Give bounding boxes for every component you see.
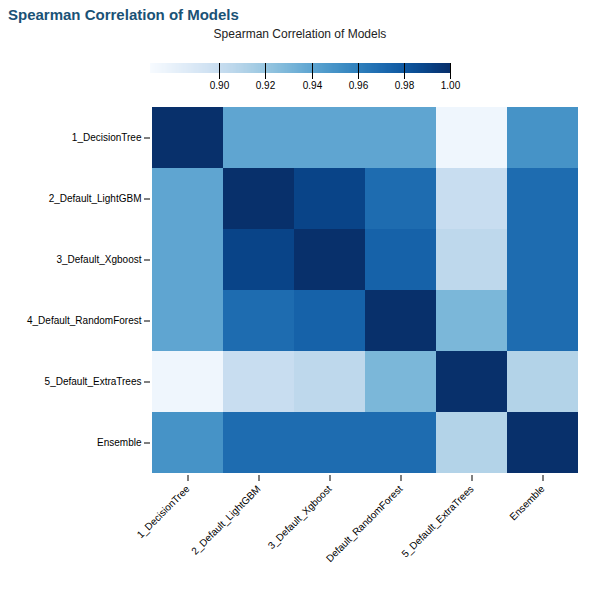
svg-text:Ensemble: Ensemble — [97, 437, 142, 448]
svg-text:0.96: 0.96 — [349, 80, 369, 91]
svg-text:3_Default_Xgboost: 3_Default_Xgboost — [266, 483, 334, 551]
svg-text:0.90: 0.90 — [210, 80, 230, 91]
svg-text:Default_RandomForest: Default_RandomForest — [324, 483, 405, 564]
html-text:Spearman Correlation of Models: Spearman Correlation of Models — [213, 27, 387, 41]
svg-text:5_Default_ExtraTrees: 5_Default_ExtraTrees — [45, 376, 142, 387]
svg-text:2_Default_LightGBM: 2_Default_LightGBM — [49, 193, 142, 204]
svg-text:3_Default_Xgboost: 3_Default_Xgboost — [56, 254, 141, 265]
svg-text:5_Default_ExtraTrees: 5_Default_ExtraTrees — [399, 483, 475, 559]
svg-text:1_DecisionTree: 1_DecisionTree — [135, 483, 192, 540]
html-text:Spearman Correlation of Models: Spearman Correlation of Models — [8, 6, 239, 23]
svg-text:1.00: 1.00 — [441, 80, 461, 91]
svg-text:2_Default_LightGBM: 2_Default_LightGBM — [189, 483, 262, 556]
svg-text:0.98: 0.98 — [395, 80, 415, 91]
svg-text:1_DecisionTree: 1_DecisionTree — [72, 132, 142, 143]
svg-text:4_Default_RandomForest: 4_Default_RandomForest — [27, 315, 142, 326]
svg-text:Ensemble: Ensemble — [507, 483, 547, 523]
svg-text:0.94: 0.94 — [303, 80, 323, 91]
svg-text:0.92: 0.92 — [256, 80, 276, 91]
